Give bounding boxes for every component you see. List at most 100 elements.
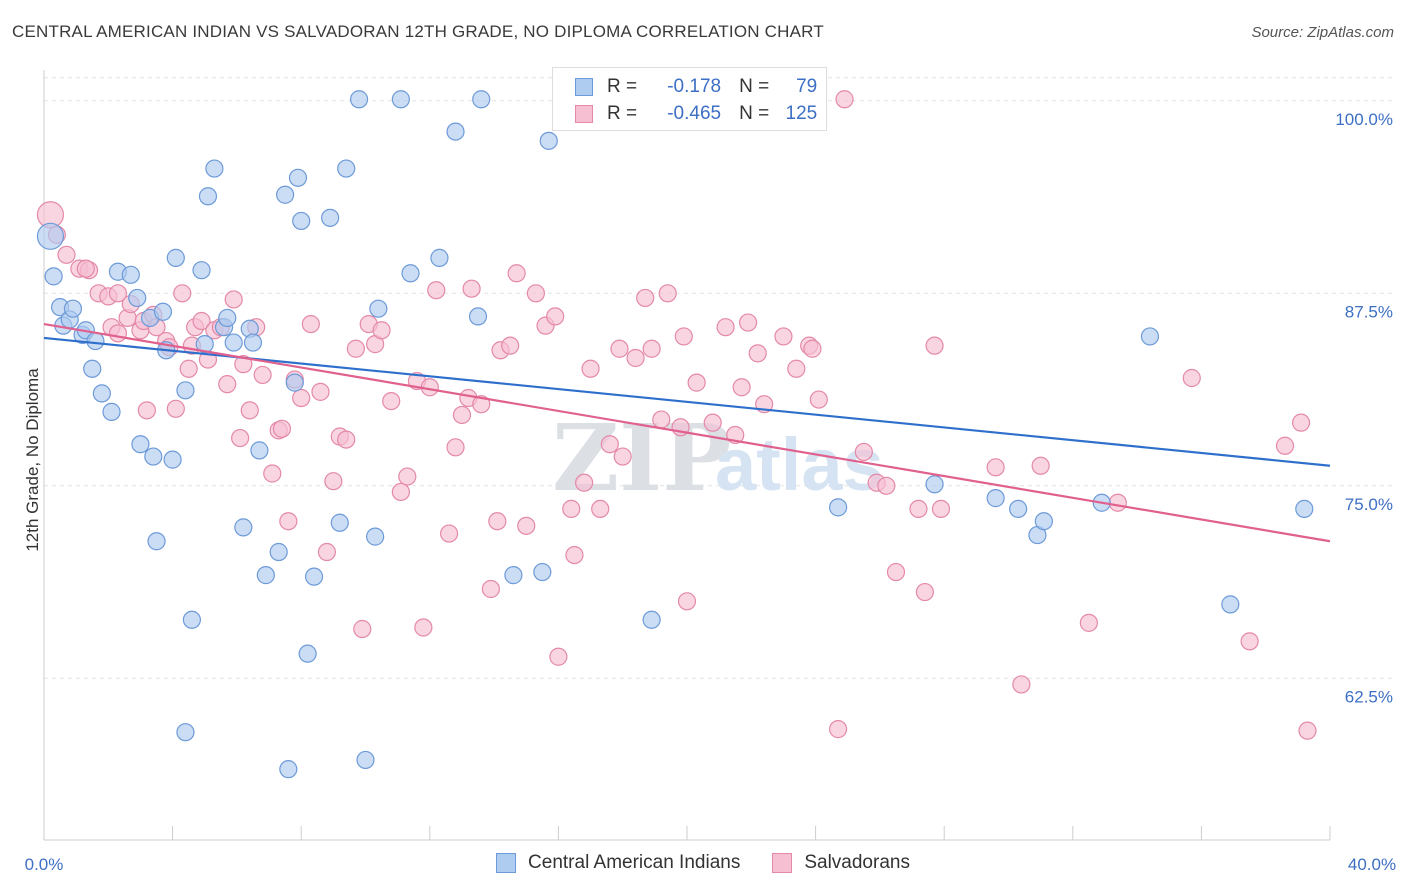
central-american-indian-point bbox=[330, 513, 349, 532]
salvadoran-point bbox=[687, 373, 706, 392]
salvadoran-point bbox=[581, 359, 600, 378]
n-value: 79 bbox=[796, 76, 818, 97]
salvadoran-point bbox=[787, 359, 806, 378]
salvadoran-point bbox=[324, 472, 343, 491]
trend-line-salvadorans bbox=[43, 323, 1331, 543]
central-american-indian-point bbox=[128, 288, 147, 308]
central-american-indian-point bbox=[63, 299, 83, 318]
central-american-indian-point bbox=[1295, 499, 1314, 518]
central-american-indian-point bbox=[1034, 512, 1053, 531]
salvadoran-point bbox=[311, 382, 330, 401]
salvadoran-point bbox=[231, 428, 250, 448]
salvadoran-point bbox=[986, 458, 1005, 477]
salvadoran-point bbox=[526, 284, 545, 303]
salvadoran-point bbox=[575, 473, 594, 492]
central-american-indian-point bbox=[285, 373, 304, 392]
central-american-indian-point bbox=[321, 208, 340, 227]
central-american-indian-point bbox=[218, 308, 237, 328]
salvadoran-point bbox=[835, 90, 854, 109]
y-tick-label: 100.0% bbox=[1335, 110, 1393, 129]
salvadoran-point bbox=[546, 307, 565, 326]
central-american-indian-point bbox=[986, 489, 1005, 508]
n-label: N = bbox=[739, 103, 770, 124]
salvadoran-point bbox=[909, 499, 928, 518]
salvadoran-point bbox=[1012, 675, 1031, 694]
watermark: ZIP atlas bbox=[552, 404, 884, 512]
salvadoran-point bbox=[829, 720, 848, 739]
salvadoran-point bbox=[263, 464, 282, 483]
central-american-indian-point bbox=[279, 760, 298, 779]
axes bbox=[43, 70, 1331, 841]
central-american-indian-point bbox=[1009, 499, 1028, 518]
salvadoran-point bbox=[337, 430, 356, 449]
salvadoran-point bbox=[562, 499, 581, 518]
salvadoran-point bbox=[591, 499, 610, 518]
legend-item-central-american-indians: Central American Indians bbox=[496, 852, 740, 874]
salvadoran-point bbox=[613, 447, 632, 466]
central-american-indian-point bbox=[92, 384, 111, 403]
stats-row-salvadorans: R = -0.465 N = 125 bbox=[575, 100, 817, 128]
salvadoran-point bbox=[272, 419, 292, 438]
central-american-indian-point bbox=[256, 566, 275, 585]
central-american-indian-point bbox=[153, 302, 173, 321]
salvadoran-point bbox=[1182, 368, 1201, 388]
central-american-indian-point bbox=[642, 610, 661, 629]
salvadoran-point bbox=[391, 482, 410, 502]
salvadorans-points bbox=[36, 90, 1317, 740]
r-label: R = bbox=[607, 103, 638, 124]
central-american-indian-point bbox=[36, 222, 65, 250]
central-american-indian-point bbox=[504, 566, 523, 585]
source-credit: Source: ZipAtlas.com bbox=[1251, 24, 1394, 41]
y-tick-label: 87.5% bbox=[1345, 302, 1393, 321]
central-american-indian-point bbox=[829, 498, 848, 517]
salvadoran-point bbox=[925, 336, 944, 355]
salvadoran-point bbox=[108, 284, 128, 303]
central-american-indian-point bbox=[401, 264, 420, 283]
central-american-indian-point bbox=[276, 185, 295, 204]
salvadoran-point bbox=[501, 336, 520, 355]
n-value: 125 bbox=[785, 103, 818, 124]
salvadoran-point bbox=[1108, 493, 1127, 512]
central-american-indian-point bbox=[163, 450, 182, 469]
central-american-indian-point bbox=[1140, 327, 1160, 346]
pink-swatch bbox=[772, 853, 793, 873]
salvadoran-point bbox=[427, 281, 446, 300]
salvadoran-point bbox=[886, 562, 906, 582]
blue-swatch bbox=[575, 78, 593, 96]
salvadoran-point bbox=[234, 355, 253, 374]
central-american-indian-point bbox=[182, 610, 201, 629]
salvadoran-point bbox=[346, 339, 365, 358]
salvadoran-point bbox=[716, 318, 735, 337]
legend-label: Salvadorans bbox=[804, 852, 910, 873]
salvadoran-point bbox=[398, 467, 417, 486]
salvadoran-point bbox=[57, 245, 76, 264]
salvadoran-point bbox=[549, 647, 568, 666]
tick-labels: 62.5% 75.0% 87.5% 100.0% 0.0% 40.0% bbox=[25, 110, 1396, 874]
salvadoran-point bbox=[224, 290, 243, 309]
salvadoran-point bbox=[472, 395, 491, 414]
central-american-indian-point bbox=[925, 475, 944, 494]
legend-item-salvadorans: Salvadorans bbox=[772, 852, 910, 874]
salvadoran-point bbox=[610, 339, 629, 358]
salvadoran-point bbox=[179, 359, 198, 378]
central-american-indian-point bbox=[176, 723, 195, 742]
central-american-indian-point bbox=[147, 532, 166, 551]
salvadoran-point bbox=[854, 442, 873, 462]
central-american-indian-point bbox=[298, 644, 317, 663]
salvadoran-point bbox=[173, 284, 192, 303]
r-value: -0.465 bbox=[667, 103, 722, 124]
central-american-indian-point bbox=[198, 187, 218, 206]
central-american-indian-point bbox=[391, 90, 410, 109]
salvadoran-point bbox=[1291, 413, 1311, 432]
salvadoran-point bbox=[931, 499, 951, 518]
salvadoran-point bbox=[626, 348, 645, 368]
central-american-indian-point bbox=[121, 265, 140, 284]
salvadoran-point bbox=[1275, 436, 1295, 455]
salvadoran-point bbox=[240, 401, 259, 420]
x-tick-label: 40.0% bbox=[1348, 855, 1396, 874]
r-label: R = bbox=[607, 76, 638, 97]
central-american-indians-points bbox=[36, 90, 1314, 779]
trend-lines bbox=[43, 323, 1331, 543]
salvadoran-point bbox=[446, 438, 465, 457]
